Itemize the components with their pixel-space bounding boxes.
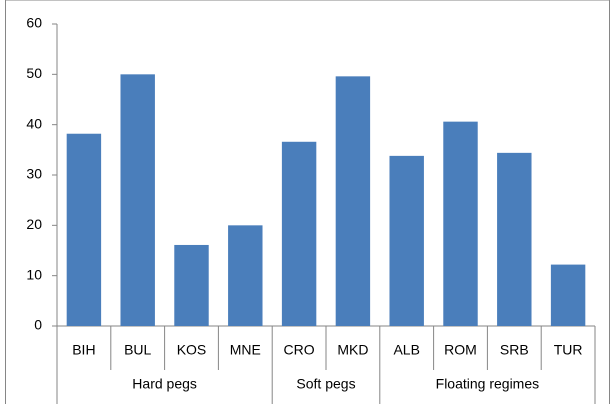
bar [550,264,586,326]
y-tick-label: 30 [26,166,42,182]
bar [174,244,209,326]
x-tick-label: KOS [177,342,207,358]
bar [389,155,424,326]
x-tick-label: BUL [124,342,151,358]
y-tick-label: 0 [34,317,42,333]
x-tick-label: ROM [444,342,477,358]
y-tick-label: 50 [26,65,42,81]
y-tick-label: 60 [26,15,42,31]
bar [281,141,317,326]
x-tick-label: MKD [337,342,368,358]
x-tick-label: TUR [554,342,583,358]
bar [335,76,371,326]
x-tick-label: CRO [284,342,315,358]
chart-frame [5,0,610,404]
x-tick-label: SRB [500,342,529,358]
bar [228,225,263,326]
bar [120,74,155,326]
group-label: Soft pegs [296,376,355,392]
bar [443,121,478,326]
x-tick-label: BIH [72,342,95,358]
y-tick-label: 40 [26,115,42,131]
group-label: Floating regimes [436,376,540,392]
y-tick-label: 20 [26,216,42,232]
y-tick-label: 10 [26,266,42,282]
x-tick-label: ALB [393,342,419,358]
group-label: Hard pegs [132,376,197,392]
x-tick-label: MNE [230,342,261,358]
bar [66,133,102,326]
bar [497,152,532,326]
